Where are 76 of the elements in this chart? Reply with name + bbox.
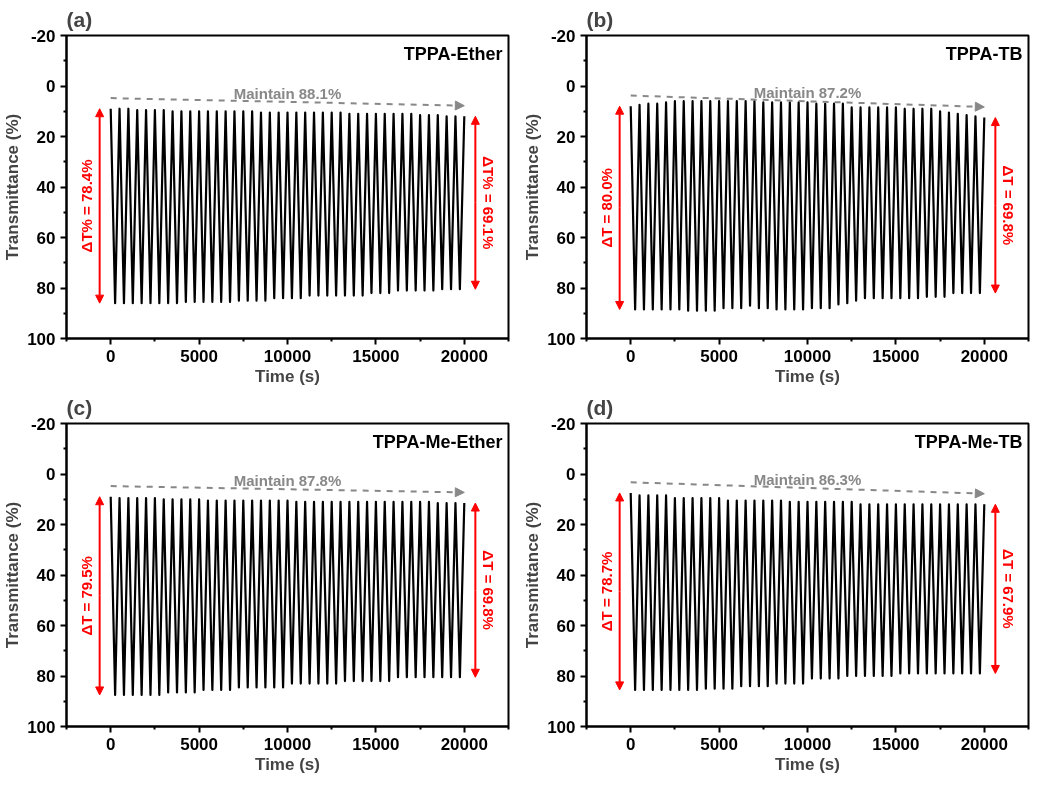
y-tick-label: 0 xyxy=(566,465,576,484)
x-tick-label: 10000 xyxy=(783,346,832,366)
y-tick-label: 20 xyxy=(556,515,576,535)
x-tick-label: 15000 xyxy=(352,346,400,366)
y-tick-label: 40 xyxy=(36,566,56,585)
y-tick-label: 20 xyxy=(36,515,56,535)
y-tick-label: 100 xyxy=(547,329,576,349)
y-tick-label: 40 xyxy=(36,178,56,197)
y-tick-label: 0 xyxy=(566,77,576,96)
y-tick-label: -20 xyxy=(30,414,56,434)
y-tick-label: 20 xyxy=(556,127,576,147)
annotation: ΔT% = 78.4% xyxy=(77,159,95,253)
x-tick-label: 5000 xyxy=(700,734,739,754)
chart-title: (b) xyxy=(586,7,614,31)
y-tick-label: 60 xyxy=(36,228,56,248)
x-tick-label: 10000 xyxy=(783,734,832,754)
x-tick-label: 10000 xyxy=(263,734,312,754)
x-tick-label: 15000 xyxy=(352,734,400,754)
y-tick-label: -20 xyxy=(30,26,56,46)
y-tick-label: 40 xyxy=(556,566,576,585)
y-tick-label: 40 xyxy=(556,178,576,197)
y-tick-label: 80 xyxy=(36,667,56,686)
chart-title: (c) xyxy=(66,395,93,419)
y-tick-label: -20 xyxy=(550,414,576,434)
annotation: ΔT = 69.8% xyxy=(1000,165,1018,246)
y-tick-label: 80 xyxy=(556,667,576,686)
x-tick-label: 5000 xyxy=(180,734,219,754)
x-axis-title: Time (s) xyxy=(255,754,320,774)
annotation: ΔT% = 69.1% xyxy=(480,156,498,250)
y-tick-label: 100 xyxy=(27,717,56,737)
x-tick-label: 20000 xyxy=(960,346,1008,366)
x-tick-label: 5000 xyxy=(700,346,739,366)
annotation: ΔT = 80.0% xyxy=(597,168,615,248)
y-tick-label: -20 xyxy=(550,26,576,46)
x-axis-title: Time (s) xyxy=(775,366,840,386)
text: TPPA-Me-Ether xyxy=(372,431,503,452)
x-tick-label: 5000 xyxy=(180,346,219,366)
x-tick-label: 0 xyxy=(105,346,116,366)
y-tick-label: 100 xyxy=(547,717,576,737)
x-axis-title: Time (s) xyxy=(255,366,320,386)
x-tick-label: 0 xyxy=(105,734,116,754)
text: TPPA-Me-TB xyxy=(914,431,1023,452)
chart-title: (a) xyxy=(66,7,93,31)
y-axis-title: Transmittance (%) xyxy=(3,501,23,649)
x-tick-label: 20000 xyxy=(440,346,488,366)
y-tick-label: 60 xyxy=(36,616,56,636)
annotation: Maintain 86.3% xyxy=(753,471,862,489)
text: TPPA-TB xyxy=(945,43,1023,64)
y-tick-label: 100 xyxy=(27,329,56,349)
x-tick-label: 10000 xyxy=(263,346,312,366)
annotation: ΔT = 78.7% xyxy=(597,551,615,632)
annotation: ΔT = 67.9% xyxy=(1000,549,1018,629)
y-tick-label: 80 xyxy=(36,279,56,298)
x-tick-label: 0 xyxy=(625,734,636,754)
chart-title: (d) xyxy=(586,395,614,419)
x-tick-label: 20000 xyxy=(960,734,1008,754)
annotation: Maintain 87.8% xyxy=(233,472,342,490)
y-axis-title: Transmittance (%) xyxy=(523,501,543,649)
y-tick-label: 80 xyxy=(556,279,576,298)
annotation: ΔT = 69.8% xyxy=(480,550,498,630)
x-tick-label: 15000 xyxy=(872,346,920,366)
x-tick-label: 15000 xyxy=(872,734,920,754)
y-axis-title: Transmittance (%) xyxy=(3,113,23,261)
y-tick-label: 60 xyxy=(556,616,576,636)
x-tick-label: 20000 xyxy=(440,734,488,754)
x-tick-label: 0 xyxy=(625,346,636,366)
y-tick-label: 0 xyxy=(46,77,56,96)
annotation: ΔT = 79.5% xyxy=(77,556,95,636)
x-axis-title: Time (s) xyxy=(775,754,840,774)
annotation: Maintain 88.1% xyxy=(233,84,342,102)
y-tick-label: 0 xyxy=(46,465,56,484)
annotation: Maintain 87.2% xyxy=(753,84,862,102)
y-tick-label: 20 xyxy=(36,127,56,147)
text: TPPA-Ether xyxy=(403,43,503,64)
y-tick-label: 60 xyxy=(556,228,576,248)
y-axis-title: Transmittance (%) xyxy=(523,113,543,261)
